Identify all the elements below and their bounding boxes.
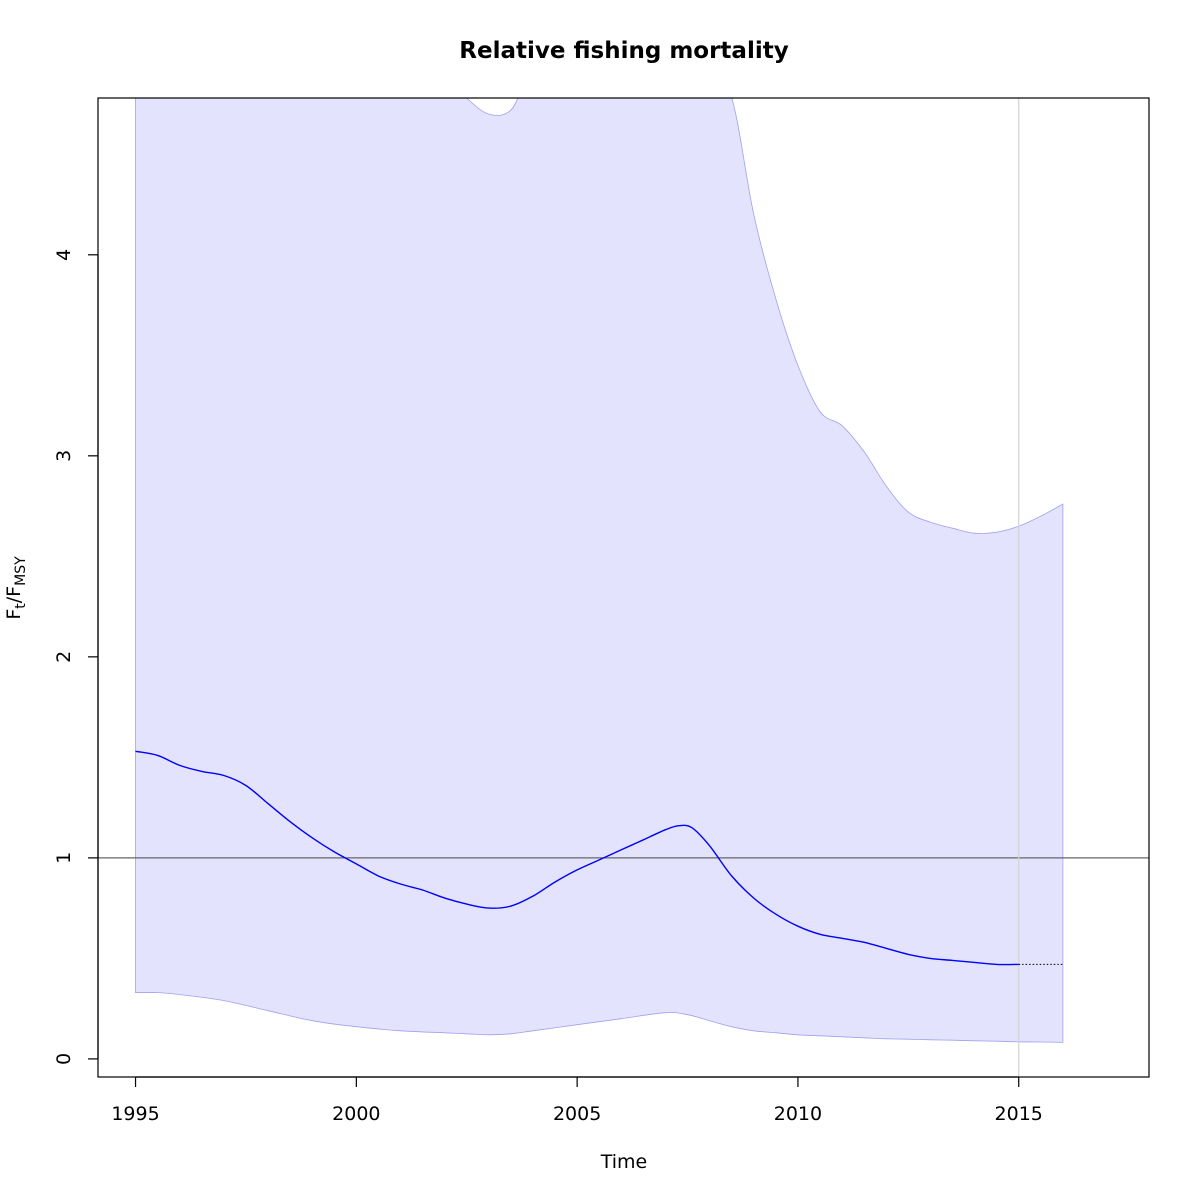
y-axis: 0 1 2 3 4 bbox=[53, 249, 99, 1065]
y-axis-label-sub-t: t bbox=[13, 603, 29, 609]
x-tick-label: 2010 bbox=[774, 1103, 822, 1125]
x-axis-label: Time bbox=[600, 1151, 648, 1173]
x-tick-label: 2000 bbox=[332, 1103, 380, 1125]
estimate-line bbox=[135, 750, 1019, 966]
y-tick-label: 4 bbox=[53, 249, 75, 261]
y-axis-label-sub-msy: MSY bbox=[13, 556, 29, 586]
x-tick-label: 1995 bbox=[111, 1103, 159, 1125]
confidence-band bbox=[135, 98, 1064, 1043]
x-tick-label: 2005 bbox=[553, 1103, 601, 1125]
x-axis: 1995 2000 2005 2010 2015 bbox=[111, 1076, 1043, 1125]
y-axis-label-f2: F bbox=[3, 586, 25, 597]
y-axis-label-slash: / bbox=[3, 596, 25, 603]
y-axis-label-f: F bbox=[3, 609, 25, 620]
chart-title: Relative fishing mortality bbox=[459, 38, 788, 64]
x-tick-label: 2015 bbox=[995, 1103, 1043, 1125]
y-tick-label: 3 bbox=[53, 450, 75, 462]
y-tick-label: 0 bbox=[53, 1053, 75, 1065]
y-axis-label: Ft/FMSY bbox=[3, 556, 29, 620]
y-tick-label: 1 bbox=[53, 852, 75, 864]
y-tick-label: 2 bbox=[53, 651, 75, 663]
plot-area bbox=[98, 98, 1149, 1077]
